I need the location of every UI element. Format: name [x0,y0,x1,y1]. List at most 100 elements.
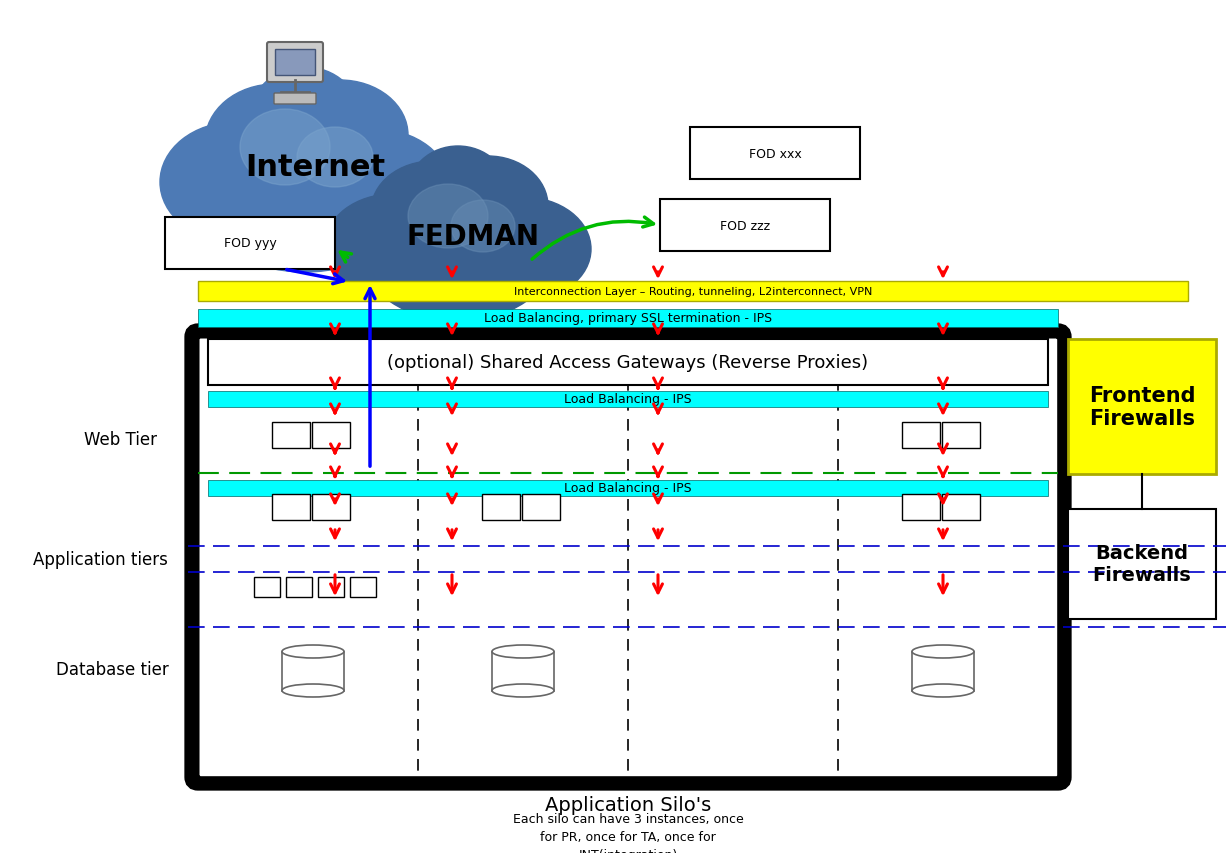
FancyArrowPatch shape [341,252,352,263]
FancyArrowPatch shape [939,495,948,503]
Text: (optional) Shared Access Gateways (Reverse Proxies): (optional) Shared Access Gateways (Rever… [387,354,868,372]
Text: Load Balancing - IPS: Load Balancing - IPS [564,482,691,495]
Ellipse shape [161,123,310,243]
Bar [349,577,376,597]
FancyBboxPatch shape [192,332,1064,783]
FancyArrowPatch shape [939,379,948,389]
Bar [311,495,349,520]
FancyArrowPatch shape [331,530,340,538]
FancyArrowPatch shape [331,495,340,503]
Text: FEDMAN: FEDMAN [407,223,539,251]
Bar [482,495,520,520]
Ellipse shape [282,645,345,659]
FancyBboxPatch shape [267,43,322,83]
Bar [660,200,830,252]
FancyBboxPatch shape [273,94,316,105]
FancyArrowPatch shape [939,404,948,414]
FancyArrowPatch shape [939,444,948,453]
Text: Application tiers: Application tiers [33,550,168,568]
Bar [200,339,1056,775]
FancyArrowPatch shape [653,444,662,453]
Ellipse shape [240,110,330,186]
FancyArrowPatch shape [653,404,662,414]
FancyArrowPatch shape [653,379,662,389]
Ellipse shape [340,165,440,246]
Bar [282,652,345,691]
Bar [272,422,310,449]
Text: Internet: Internet [245,154,385,183]
FancyArrowPatch shape [331,404,340,414]
Bar [902,495,940,520]
Bar [208,339,1048,386]
Ellipse shape [282,684,345,697]
Ellipse shape [428,157,548,257]
FancyArrowPatch shape [331,324,340,334]
FancyArrowPatch shape [447,268,456,276]
Bar [942,422,980,449]
FancyArrowPatch shape [287,270,343,284]
Ellipse shape [493,227,584,297]
Text: FOD xxx: FOD xxx [749,148,802,160]
Ellipse shape [492,684,554,697]
Text: Load Balancing, primary SSL termination - IPS: Load Balancing, primary SSL termination … [484,312,772,325]
Ellipse shape [333,229,423,299]
FancyArrowPatch shape [653,495,662,503]
Text: Database tier: Database tier [55,660,168,678]
Text: Frontend
Firewalls: Frontend Firewalls [1089,386,1195,428]
FancyArrowPatch shape [447,575,456,593]
FancyArrowPatch shape [331,444,340,453]
FancyArrowPatch shape [447,444,456,453]
FancyArrowPatch shape [653,268,662,276]
FancyArrowPatch shape [653,575,662,593]
Bar [208,392,1048,408]
FancyArrowPatch shape [331,268,340,276]
Bar [522,495,560,520]
Ellipse shape [325,194,461,299]
Ellipse shape [272,81,408,191]
Text: FOD yyy: FOD yyy [223,237,276,250]
Ellipse shape [912,645,973,659]
Ellipse shape [205,85,345,200]
Text: Web Tier: Web Tier [83,431,157,449]
FancyArrowPatch shape [331,467,340,477]
Bar [275,50,315,76]
Ellipse shape [408,185,488,249]
Ellipse shape [408,147,508,237]
FancyArrowPatch shape [939,530,948,538]
FancyArrowPatch shape [939,324,948,334]
Ellipse shape [912,684,973,697]
Ellipse shape [492,645,554,659]
Bar [912,652,973,691]
FancyArrowPatch shape [365,289,375,467]
Bar [492,652,554,691]
FancyArrowPatch shape [331,575,340,593]
FancyArrowPatch shape [447,379,456,389]
Bar [942,495,980,520]
Ellipse shape [297,128,373,188]
Ellipse shape [371,162,495,262]
Ellipse shape [455,198,591,302]
Ellipse shape [363,192,553,322]
FancyArrowPatch shape [653,324,662,334]
Bar [690,128,859,180]
Text: Application Silo's: Application Silo's [544,796,711,815]
Text: Load Balancing - IPS: Load Balancing - IPS [564,393,691,406]
Bar [286,577,311,597]
Bar [272,495,310,520]
FancyArrowPatch shape [447,404,456,414]
Text: Backend
Firewalls: Backend Firewalls [1092,544,1192,585]
Ellipse shape [250,68,360,168]
Ellipse shape [300,130,450,246]
Bar [199,310,1058,328]
FancyArrowPatch shape [939,575,948,593]
FancyArrowPatch shape [653,530,662,538]
Text: Each silo can have 3 instances, once
for PR, once for TA, once for
INT(integrati: Each silo can have 3 instances, once for… [512,813,743,853]
FancyArrowPatch shape [447,495,456,503]
FancyArrowPatch shape [447,467,456,477]
FancyArrowPatch shape [939,467,948,477]
FancyArrowPatch shape [447,530,456,538]
Text: FOD zzz: FOD zzz [720,219,770,232]
Bar [1068,509,1216,619]
Bar [318,577,345,597]
Ellipse shape [451,200,515,252]
